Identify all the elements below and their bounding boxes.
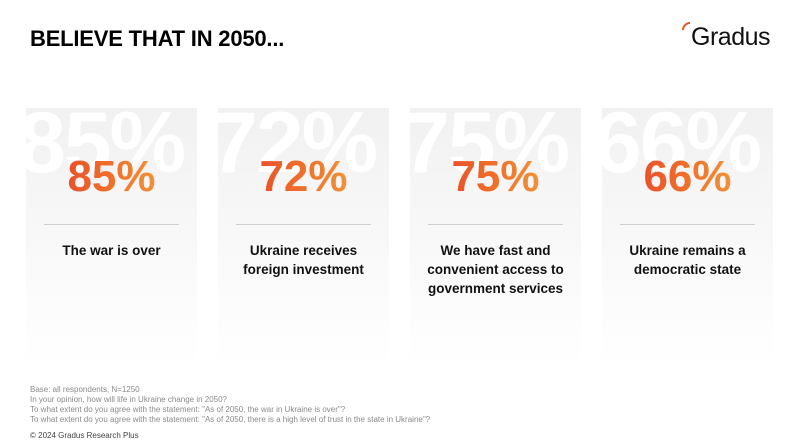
card-percentage: 72% xyxy=(218,152,389,202)
logo-corner-icon xyxy=(682,22,691,30)
footnote-line: To what extent do you agree with the sta… xyxy=(30,405,346,414)
footnote-line: Base: all respondents, N=1250 xyxy=(30,385,140,394)
card-percentage: 66% xyxy=(602,152,773,202)
card-label: The war is over xyxy=(62,243,161,258)
card-label: We have fast and convenient access to go… xyxy=(427,243,564,296)
footnotes: Base: all respondents, N=1250 In your op… xyxy=(30,385,770,425)
card-ghost-value: 72% xyxy=(218,108,378,191)
page-title: BELIEVE THAT IN 2050... xyxy=(30,26,285,51)
stat-card-foreign-investment: 72% 72% Ukraine receives foreign investm… xyxy=(218,108,389,366)
stat-cards: 85% 85% The war is over 72% 72% Ukraine … xyxy=(26,108,776,366)
logo-text: Gradus xyxy=(691,23,770,51)
card-ghost-value: 85% xyxy=(26,108,186,191)
footnote-line: To what extent do you agree with the sta… xyxy=(30,415,431,424)
stat-card-democratic-state: 66% 66% Ukraine remains a democratic sta… xyxy=(602,108,773,366)
footnote-line: In your opinion, how will life in Ukrain… xyxy=(30,395,228,404)
card-ghost-value: 75% xyxy=(410,108,570,191)
stat-card-war-over: 85% 85% The war is over xyxy=(26,108,197,366)
card-divider xyxy=(236,224,371,225)
card-divider xyxy=(620,224,755,225)
card-label: Ukraine receives foreign investment xyxy=(243,243,364,277)
stat-card-government-services: 75% 75% We have fast and convenient acce… xyxy=(410,108,581,366)
card-percentage: 85% xyxy=(26,152,197,202)
card-divider xyxy=(44,224,179,225)
gradus-logo: Gradus xyxy=(682,22,770,52)
card-percentage: 75% xyxy=(410,152,581,202)
copyright-notice: © 2024 Gradus Research Plus xyxy=(30,431,139,440)
card-label: Ukraine remains a democratic state xyxy=(629,243,746,277)
card-ghost-value: 66% xyxy=(602,108,762,191)
card-divider xyxy=(428,224,563,225)
